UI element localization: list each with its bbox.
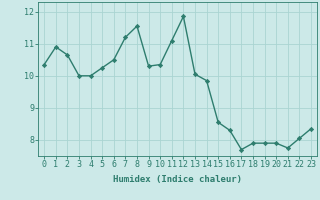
X-axis label: Humidex (Indice chaleur): Humidex (Indice chaleur) [113,175,242,184]
